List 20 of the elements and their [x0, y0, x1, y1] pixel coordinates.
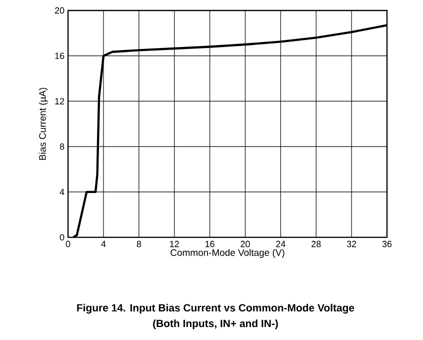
x-tick-label: 0	[66, 240, 70, 248]
x-tick-label: 36	[382, 240, 392, 248]
y-tick-label: 12	[55, 98, 64, 104]
y-tick-label: 4	[60, 188, 64, 196]
x-tick-label: 24	[276, 240, 286, 248]
text: (Both Inputs, IN+ and IN-)	[153, 319, 278, 330]
x-tick-label: 20	[240, 240, 250, 248]
x-tick-label: 4	[101, 240, 106, 248]
y-tick-label: 0	[60, 234, 64, 241]
x-axis-title: Common-Mode Voltage (V)	[170, 249, 284, 258]
x-tick-label: 32	[346, 240, 356, 248]
x-tick-label: 12	[170, 240, 179, 248]
y-tick-label: 16	[55, 52, 64, 60]
x-tick-label: 28	[312, 240, 321, 248]
y-tick-label: 20	[55, 7, 64, 14]
y-tick-label: 8	[60, 143, 64, 150]
y-axis-title: Bias Current (µA)	[38, 88, 48, 160]
text: Figure 14. Input Bias Current vs Common-Mode Voltage	[77, 304, 354, 314]
x-tick-label: 16	[206, 240, 214, 248]
x-tick-label: 8	[136, 240, 142, 248]
